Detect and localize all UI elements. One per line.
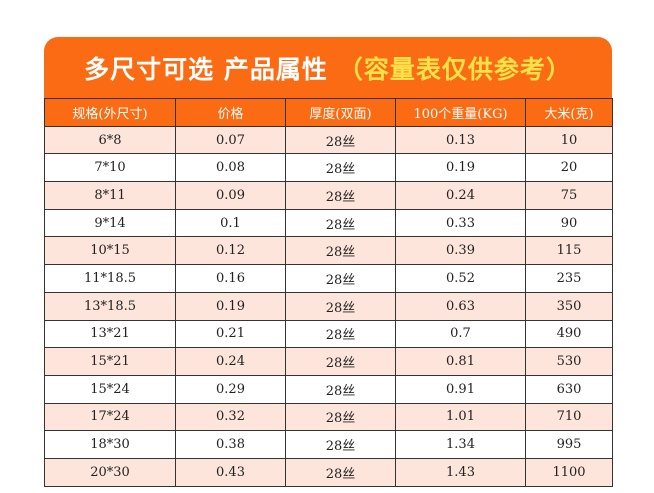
- cell-rice-capacity: 350: [525, 291, 613, 321]
- cell-rice-capacity: 1100: [525, 457, 613, 487]
- cell-thickness: 28丝: [285, 430, 396, 459]
- cell-size: 15*24: [44, 374, 176, 404]
- cell-weight: 1.34: [395, 430, 526, 459]
- cell-rice-capacity: 630: [525, 374, 613, 404]
- cell-weight: 0.7: [395, 319, 526, 349]
- header-weight: 100个重量(KG): [395, 98, 526, 127]
- cell-thickness: 28丝: [285, 208, 396, 238]
- cell-price: 0.29: [175, 374, 286, 404]
- cell-rice-capacity: 490: [525, 319, 613, 349]
- cell-price: 0.12: [175, 236, 286, 266]
- cell-size: 17*24: [44, 402, 176, 432]
- cell-size: 11*18.5: [44, 264, 176, 293]
- cell-weight: 1.01: [395, 402, 526, 432]
- table-row: 8*11 0.09 28丝 0.24 75: [44, 181, 613, 210]
- banner-title: 多尺寸可选 产品属性: [84, 54, 328, 84]
- cell-thickness: 28丝: [285, 319, 396, 349]
- cell-rice-capacity: 115: [525, 236, 613, 266]
- cell-size: 6*8: [44, 125, 176, 155]
- table-row: 20*30 0.43 28丝 1.43 1100: [44, 457, 613, 487]
- table-row: 6*8 0.07 28丝 0.13 10: [44, 125, 613, 155]
- cell-price: 0.08: [175, 153, 286, 183]
- cell-weight: 0.63: [395, 291, 526, 321]
- cell-thickness: 28丝: [285, 347, 396, 376]
- cell-weight: 0.39: [395, 236, 526, 266]
- cell-price: 0.43: [175, 457, 286, 487]
- cell-weight: 1.43: [395, 457, 526, 487]
- table-row: 7*10 0.08 28丝 0.19 20: [44, 153, 613, 183]
- banner-subtitle: （容量表仅供参考）: [337, 54, 572, 84]
- cell-thickness: 28丝: [285, 374, 396, 404]
- cell-thickness: 28丝: [285, 125, 396, 155]
- table-row: 10*15 0.12 28丝 0.39 115: [44, 236, 613, 266]
- cell-rice-capacity: 235: [525, 264, 613, 293]
- table-body: 6*8 0.07 28丝 0.13 10 7*10 0.08 28丝 0.19 20 8*11 0.0…: [44, 125, 613, 487]
- cell-rice-capacity: 710: [525, 402, 613, 432]
- cell-weight: 0.13: [395, 125, 526, 155]
- table-row: 18*30 0.38 28丝 1.34 995: [44, 430, 613, 459]
- cell-thickness: 28丝: [285, 291, 396, 321]
- cell-rice-capacity: 10: [525, 125, 613, 155]
- cell-thickness: 28丝: [285, 264, 396, 293]
- cell-weight: 0.52: [395, 264, 526, 293]
- cell-size: 7*10: [44, 153, 176, 183]
- cell-weight: 0.81: [395, 347, 526, 376]
- cell-price: 0.07: [175, 125, 286, 155]
- cell-price: 0.09: [175, 181, 286, 210]
- table-row: 15*21 0.24 28丝 0.81 530: [44, 347, 613, 376]
- cell-size: 8*11: [44, 181, 176, 210]
- cell-weight: 0.91: [395, 374, 526, 404]
- cell-price: 0.24: [175, 347, 286, 376]
- cell-price: 0.16: [175, 264, 286, 293]
- cell-thickness: 28丝: [285, 457, 396, 487]
- table-header-row: 规格(外尺寸) 价格 厚度(双面) 100个重量(KG) 大米(克): [44, 98, 613, 127]
- cell-thickness: 28丝: [285, 402, 396, 432]
- table-row: 9*14 0.1 28丝 0.33 90: [44, 208, 613, 238]
- spec-table: 规格(外尺寸) 价格 厚度(双面) 100个重量(KG) 大米(克) 6*8 0.…: [44, 98, 613, 487]
- cell-thickness: 28丝: [285, 153, 396, 183]
- cell-price: 0.32: [175, 402, 286, 432]
- header-price: 价格: [175, 98, 286, 127]
- title-banner: 多尺寸可选 产品属性 （容量表仅供参考）: [44, 37, 612, 98]
- cell-size: 13*18.5: [44, 291, 176, 321]
- cell-size: 13*21: [44, 319, 176, 349]
- cell-price: 0.38: [175, 430, 286, 459]
- table-row: 11*18.5 0.16 28丝 0.52 235: [44, 264, 613, 293]
- cell-rice-capacity: 75: [525, 181, 613, 210]
- cell-size: 20*30: [44, 457, 176, 487]
- cell-rice-capacity: 530: [525, 347, 613, 376]
- cell-weight: 0.33: [395, 208, 526, 238]
- cell-price: 0.21: [175, 319, 286, 349]
- header-size: 规格(外尺寸): [44, 98, 176, 127]
- cell-thickness: 28丝: [285, 181, 396, 210]
- cell-size: 10*15: [44, 236, 176, 266]
- cell-size: 15*21: [44, 347, 176, 376]
- cell-price: 0.19: [175, 291, 286, 321]
- table-row: 17*24 0.32 28丝 1.01 710: [44, 402, 613, 432]
- cell-size: 18*30: [44, 430, 176, 459]
- table-row: 13*21 0.21 28丝 0.7 490: [44, 319, 613, 349]
- cell-size: 9*14: [44, 208, 176, 238]
- cell-rice-capacity: 90: [525, 208, 613, 238]
- cell-rice-capacity: 20: [525, 153, 613, 183]
- cell-weight: 0.19: [395, 153, 526, 183]
- header-rice-capacity: 大米(克): [525, 98, 613, 127]
- cell-thickness: 28丝: [285, 236, 396, 266]
- cell-weight: 0.24: [395, 181, 526, 210]
- cell-price: 0.1: [175, 208, 286, 238]
- cell-rice-capacity: 995: [525, 430, 613, 459]
- header-thickness: 厚度(双面): [285, 98, 396, 127]
- table-row: 15*24 0.29 28丝 0.91 630: [44, 374, 613, 404]
- table-row: 13*18.5 0.19 28丝 0.63 350: [44, 291, 613, 321]
